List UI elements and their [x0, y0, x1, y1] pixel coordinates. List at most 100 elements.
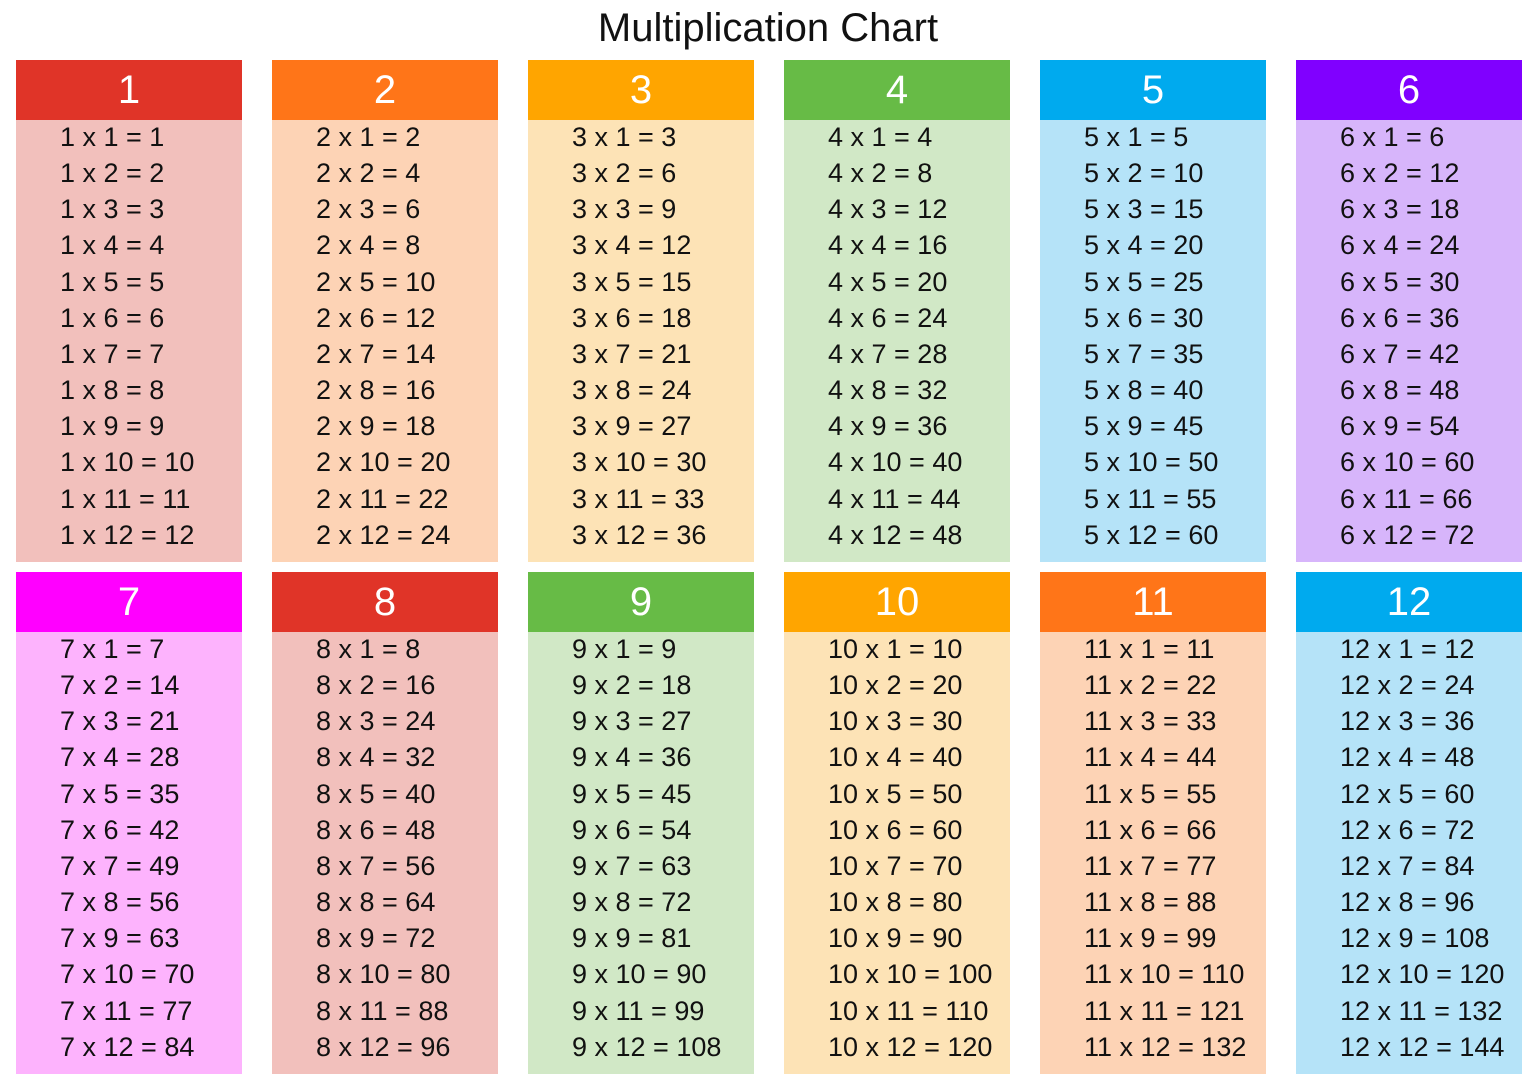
- equation: 3 x 4 = 12: [572, 230, 692, 261]
- card-body: 2 x 1 = 2 2 x 2 = 4 2 x 3 = 6 2 x 4 = 8 2 x …: [272, 120, 498, 562]
- card-body: 4 x 1 = 4 4 x 2 = 8 4 x 3 = 12 4 x 4 = 16 4 …: [784, 120, 1010, 562]
- equation: 12 x 9 = 108: [1340, 923, 1490, 954]
- equation: 2 x 9 = 18: [316, 411, 436, 442]
- equation: 4 x 10 = 40: [828, 447, 963, 478]
- equation: 5 x 10 = 50: [1084, 447, 1219, 478]
- card-body: 7 x 1 = 7 7 x 2 = 14 7 x 3 = 21 7 x 4 = 28 7…: [16, 632, 242, 1074]
- equation: 4 x 2 = 8: [828, 158, 933, 189]
- equation: 3 x 10 = 30: [572, 447, 707, 478]
- card-body: 5 x 1 = 5 5 x 2 = 10 5 x 3 = 15 5 x 4 = 20 5…: [1040, 120, 1266, 562]
- card-header: 9: [528, 572, 754, 632]
- equation: 12 x 5 = 60: [1340, 778, 1475, 809]
- card-header: 11: [1040, 572, 1266, 632]
- equation: 6 x 1 = 6: [1340, 122, 1445, 152]
- equation: 11 x 3 = 33: [1084, 706, 1217, 737]
- equation: 6 x 12 = 72: [1340, 519, 1475, 550]
- equation: 6 x 7 = 42: [1340, 338, 1460, 369]
- equation: 5 x 5 = 25: [1084, 266, 1204, 297]
- card-header: 3: [528, 60, 754, 120]
- equation: 2 x 7 = 14: [316, 338, 436, 369]
- equation: 1 x 12 = 12: [60, 519, 195, 550]
- equation: 12 x 6 = 72: [1340, 814, 1475, 845]
- equation: 3 x 8 = 24: [572, 375, 692, 406]
- equation: 4 x 3 = 12: [828, 194, 948, 225]
- card-body: 8 x 1 = 8 8 x 2 = 16 8 x 3 = 24 8 x 4 = 32 8…: [272, 632, 498, 1074]
- table-card: 12 12 x 1 = 12 12 x 2 = 24 12 x 3 = 36 12 x …: [1296, 572, 1522, 1074]
- equation: 5 x 11 = 55: [1084, 483, 1217, 514]
- card-header: 10: [784, 572, 1010, 632]
- equation: 12 x 12 = 144: [1340, 1031, 1505, 1062]
- equation: 8 x 4 = 32: [316, 742, 436, 773]
- equation: 7 x 2 = 14: [60, 670, 180, 701]
- equation: 9 x 9 = 81: [572, 923, 692, 954]
- equation: 10 x 11 = 110: [828, 995, 989, 1026]
- card-body: 6 x 1 = 6 6 x 2 = 12 6 x 3 = 18 6 x 4 = 24 6…: [1296, 120, 1522, 562]
- equation: 5 x 12 = 60: [1084, 519, 1219, 550]
- equation: 12 x 11 = 132: [1340, 995, 1503, 1026]
- equation: 12 x 3 = 36: [1340, 706, 1475, 737]
- equation: 4 x 12 = 48: [828, 519, 963, 550]
- equation: 11 x 5 = 55: [1084, 778, 1217, 809]
- equation: 5 x 4 = 20: [1084, 230, 1204, 261]
- equation: 7 x 11 = 77: [60, 995, 193, 1026]
- equation: 10 x 4 = 40: [828, 742, 963, 773]
- equation: 10 x 10 = 100: [828, 959, 993, 990]
- equation: 9 x 6 = 54: [572, 814, 692, 845]
- equation: 3 x 11 = 33: [572, 483, 705, 514]
- equation: 9 x 11 = 99: [572, 995, 705, 1026]
- equation: 10 x 5 = 50: [828, 778, 963, 809]
- equation: 10 x 6 = 60: [828, 814, 963, 845]
- equation: 9 x 10 = 90: [572, 959, 707, 990]
- equation: 10 x 3 = 30: [828, 706, 963, 737]
- equation: 8 x 8 = 64: [316, 887, 436, 918]
- equation: 11 x 4 = 44: [1084, 742, 1217, 773]
- equation: 9 x 12 = 108: [572, 1031, 722, 1062]
- equation: 8 x 10 = 80: [316, 959, 451, 990]
- card-header: 7: [16, 572, 242, 632]
- equation: 5 x 6 = 30: [1084, 302, 1204, 333]
- equation: 3 x 1 = 3: [572, 122, 677, 152]
- equation: 2 x 3 = 6: [316, 194, 421, 225]
- equation: 8 x 3 = 24: [316, 706, 436, 737]
- equation: 5 x 7 = 35: [1084, 338, 1204, 369]
- equation: 6 x 4 = 24: [1340, 230, 1460, 261]
- equation: 9 x 1 = 9: [572, 634, 677, 664]
- equation: 9 x 4 = 36: [572, 742, 692, 773]
- equation: 9 x 7 = 63: [572, 850, 692, 881]
- equation: 1 x 11 = 11: [60, 483, 191, 514]
- equation: 3 x 5 = 15: [572, 266, 692, 297]
- equation: 4 x 5 = 20: [828, 266, 948, 297]
- equation: 4 x 9 = 36: [828, 411, 948, 442]
- equation: 6 x 6 = 36: [1340, 302, 1460, 333]
- equation: 2 x 12 = 24: [316, 519, 451, 550]
- equation: 11 x 6 = 66: [1084, 814, 1217, 845]
- equation: 7 x 12 = 84: [60, 1031, 195, 1062]
- card-body: 1 x 1 = 1 1 x 2 = 2 1 x 3 = 3 1 x 4 = 4 1 x …: [16, 120, 242, 562]
- equation: 4 x 7 = 28: [828, 338, 948, 369]
- equation: 8 x 2 = 16: [316, 670, 436, 701]
- equation: 8 x 6 = 48: [316, 814, 436, 845]
- equation: 1 x 2 = 2: [60, 158, 165, 189]
- equation: 7 x 8 = 56: [60, 887, 180, 918]
- equation: 3 x 6 = 18: [572, 302, 692, 333]
- equation: 11 x 8 = 88: [1084, 887, 1217, 918]
- table-card: 10 10 x 1 = 10 10 x 2 = 20 10 x 3 = 30 10 x …: [784, 572, 1010, 1074]
- equation: 1 x 4 = 4: [60, 230, 165, 261]
- card-header: 1: [16, 60, 242, 120]
- equation: 11 x 7 = 77: [1084, 850, 1217, 881]
- card-body: 11 x 1 = 11 11 x 2 = 22 11 x 3 = 33 11 x 4 …: [1040, 632, 1266, 1074]
- equation: 6 x 2 = 12: [1340, 158, 1460, 189]
- equation: 12 x 1 = 12: [1340, 634, 1475, 664]
- equation: 6 x 10 = 60: [1340, 447, 1475, 478]
- equation: 4 x 4 = 16: [828, 230, 948, 261]
- equation: 6 x 8 = 48: [1340, 375, 1460, 406]
- card-body: 3 x 1 = 3 3 x 2 = 6 3 x 3 = 9 3 x 4 = 12 3 x…: [528, 120, 754, 562]
- equation: 10 x 12 = 120: [828, 1031, 993, 1062]
- equation: 8 x 7 = 56: [316, 850, 436, 881]
- equation: 4 x 1 = 4: [828, 122, 933, 152]
- equation: 10 x 2 = 20: [828, 670, 963, 701]
- equation: 1 x 5 = 5: [60, 266, 165, 297]
